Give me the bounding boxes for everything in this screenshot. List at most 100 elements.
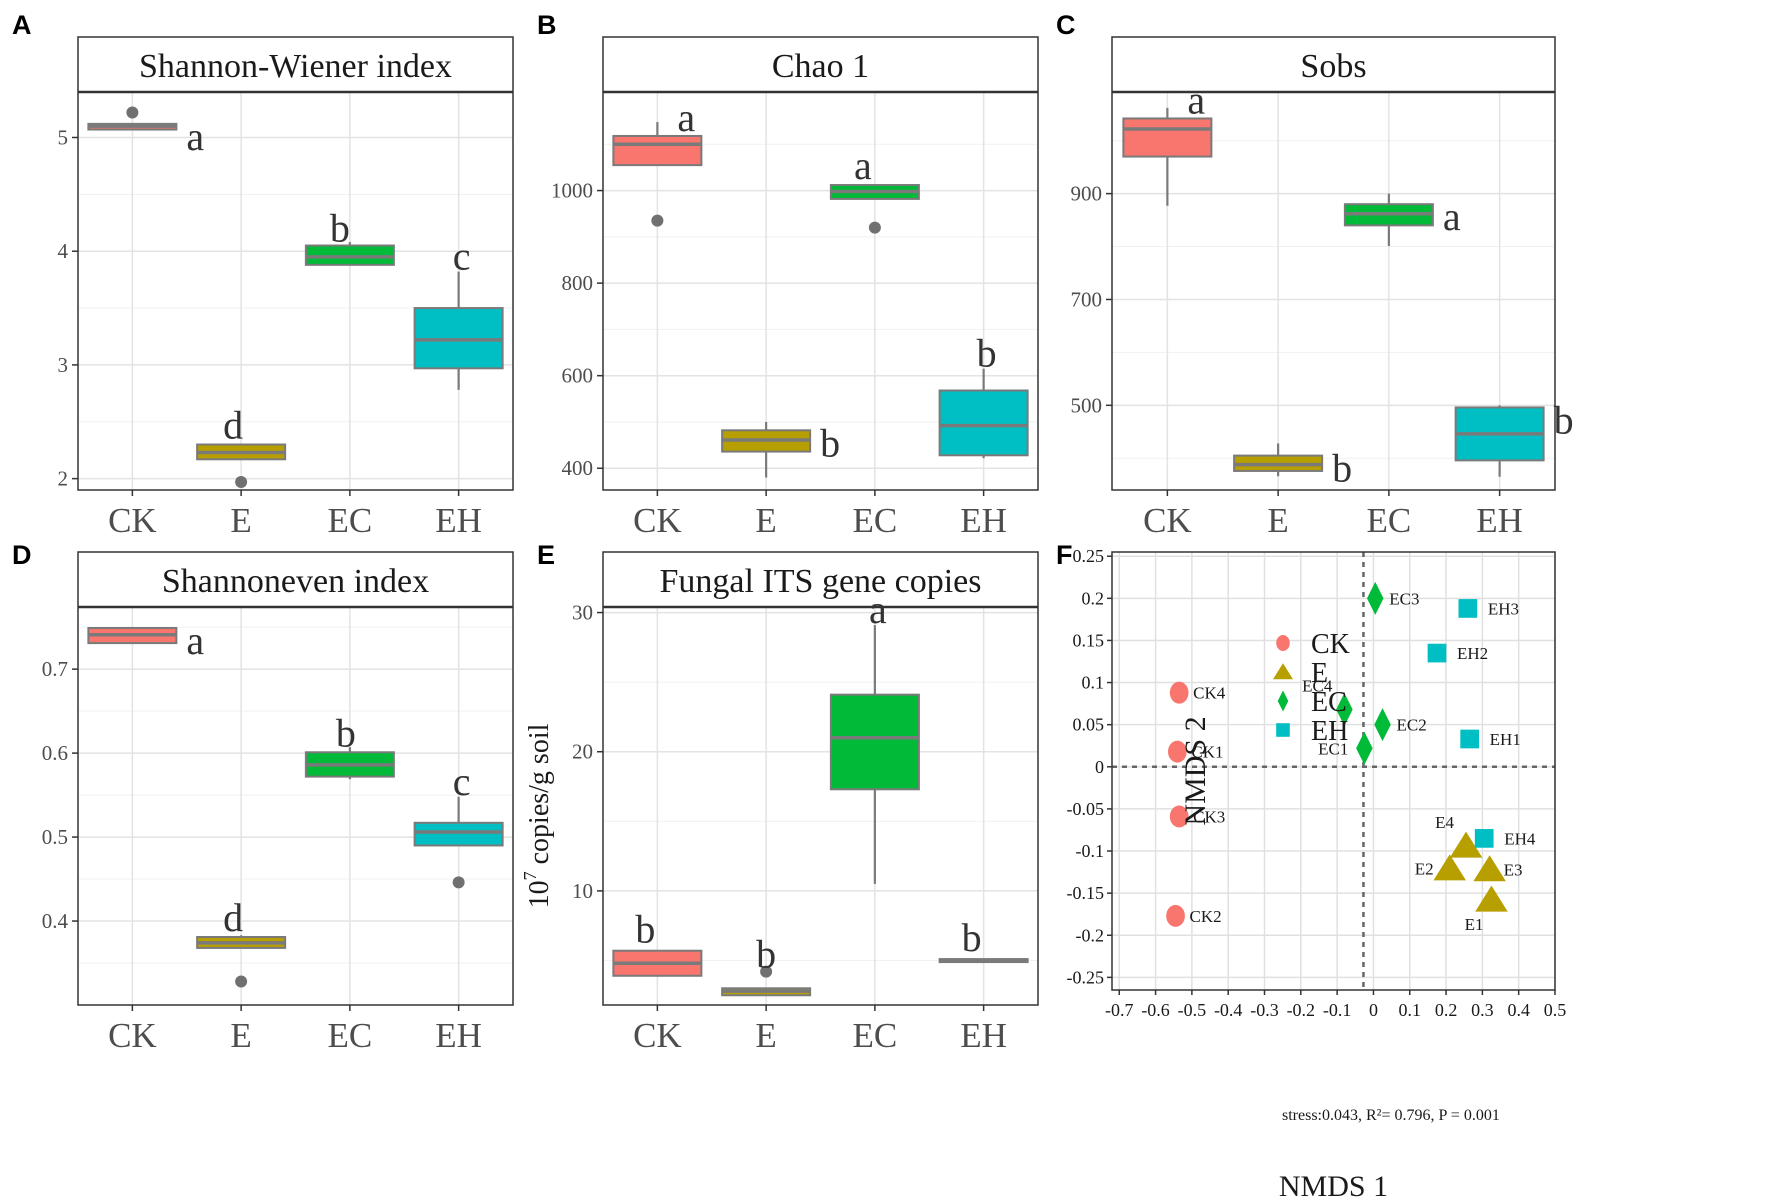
significance-letter: b [1554, 397, 1574, 442]
panel-title: Chao 1 [772, 48, 869, 85]
x-tick-label: EC [328, 501, 373, 540]
box-body [612, 134, 703, 167]
data-point [1169, 681, 1189, 704]
significance-letter: d [223, 895, 243, 940]
point-label: EH2 [1457, 644, 1488, 663]
legend-label: EC [1311, 687, 1347, 718]
point-ck1: CK1 [1168, 740, 1223, 763]
y-tick-label: 900 [1071, 182, 1103, 206]
data-point [1473, 855, 1506, 882]
y-tick-label: 4 [58, 239, 69, 263]
x-tick-label: E [755, 501, 776, 540]
panel-border [1111, 36, 1556, 491]
box-e: b [1233, 443, 1352, 491]
y-tick-label: 700 [1071, 287, 1103, 311]
point-label: EC2 [1397, 716, 1427, 735]
box-ec: a [829, 143, 920, 234]
significance-letter: b [635, 907, 655, 952]
panel-letter: F [1056, 540, 1073, 570]
point-e2: E2 [1415, 854, 1466, 881]
legend-swatch [1276, 723, 1290, 737]
y-tick-label: 3 [58, 353, 69, 377]
panel-d: Da d b c Shannoneven index 0.4 0.5 0.6 0.7 CK E EC E… [12, 540, 514, 1055]
panel-border [77, 551, 514, 1006]
outlier-point [651, 214, 664, 227]
y-tick-label: 0.1 [1082, 673, 1105, 693]
box-eh: c [413, 759, 504, 889]
y-tick-label: 500 [1071, 393, 1103, 417]
significance-letter: a [677, 95, 695, 140]
x-tick-label: -0.1 [1323, 1000, 1352, 1020]
legend-entry-ec: EC [1277, 687, 1347, 718]
data-point [1475, 885, 1508, 912]
point-e1: E1 [1465, 885, 1508, 934]
box-ck: a [612, 95, 703, 227]
point-eh4: EH4 [1474, 829, 1536, 848]
significance-letter: c [453, 234, 471, 279]
box-eh: b [1454, 397, 1574, 477]
point-ck4: CK4 [1169, 681, 1226, 704]
y-tick-label: 1000 [551, 179, 593, 203]
box-ec: b [304, 710, 395, 780]
significance-letter: b [977, 331, 997, 376]
x-tick-label: E [755, 1016, 776, 1055]
panel-a: Aa d b c Shannon-Wiener index 2 3 4 5 CK E EC EH [12, 10, 514, 540]
x-tick-label: 0.2 [1435, 1000, 1458, 1020]
stats-annotation: stress:0.043, R²= 0.796, P = 0.001 [1282, 1107, 1500, 1124]
significance-letter: c [453, 759, 471, 804]
box-ec: a [1343, 193, 1461, 247]
box-eh: b [938, 331, 1029, 459]
x-tick-label: 0.5 [1544, 1000, 1567, 1020]
y-axis-label-exponent: 7 [520, 871, 540, 880]
x-tick-label: EC [853, 501, 898, 540]
panel-e: Eb b a b Fungal ITS gene copies 10 20 30 CK E EC EH… [520, 540, 1039, 1055]
y-tick-label: 10 [572, 879, 593, 903]
panel-letter: A [12, 10, 32, 40]
significance-letter: b [336, 710, 356, 755]
y-tick-label: 0.5 [42, 825, 68, 849]
legend-swatch [1276, 635, 1290, 651]
point-ec4: EC4 [1302, 677, 1353, 727]
point-label: EH1 [1490, 730, 1521, 749]
x-tick-label: 0.4 [1507, 1000, 1530, 1020]
significance-letter: a [1187, 77, 1205, 122]
x-tick-label: CK [108, 501, 157, 540]
x-tick-label: EC [1367, 501, 1412, 540]
y-axis-label-base: 10 [524, 880, 555, 908]
panel-c: Ca b a b Sobs 500 700 900 CK E EC EH [1056, 10, 1574, 540]
point-label: CK4 [1193, 684, 1226, 703]
panel-letter: D [12, 540, 32, 570]
outlier-point [452, 876, 465, 889]
x-tick-label: -0.7 [1105, 1000, 1134, 1020]
y-tick-label: -0.1 [1076, 841, 1105, 861]
x-tick-label: -0.6 [1141, 1000, 1170, 1020]
y-tick-label: 0.6 [42, 741, 68, 765]
significance-letter: d [223, 403, 243, 448]
box-ck: a [87, 618, 204, 663]
outlier-point [235, 975, 248, 988]
data-point [1449, 831, 1483, 858]
y-tick-label: 2 [58, 467, 69, 491]
box-e: d [196, 895, 287, 988]
data-point [1474, 829, 1494, 848]
legend-entry-ck: CK [1276, 629, 1350, 660]
data-point [1166, 904, 1185, 927]
x-tick-label: E [1267, 501, 1288, 540]
panel-title: Sobs [1300, 48, 1366, 85]
significance-letter: b [962, 915, 982, 960]
panel-border [77, 36, 514, 491]
x-tick-label: E [230, 1016, 251, 1055]
y-tick-label: 20 [572, 740, 593, 764]
x-tick-label: EH [960, 501, 1007, 540]
point-label: EH3 [1488, 599, 1519, 618]
outlier-point [126, 106, 139, 119]
point-label: CK3 [1193, 807, 1225, 826]
x-axis-label: NMDS 1 [1279, 1170, 1388, 1200]
y-tick-label: 5 [58, 125, 69, 149]
y-tick-label: 0.4 [42, 909, 69, 933]
data-point [1336, 693, 1353, 727]
x-tick-label: EC [328, 1016, 373, 1055]
legend-entry-eh: EH [1276, 716, 1348, 747]
